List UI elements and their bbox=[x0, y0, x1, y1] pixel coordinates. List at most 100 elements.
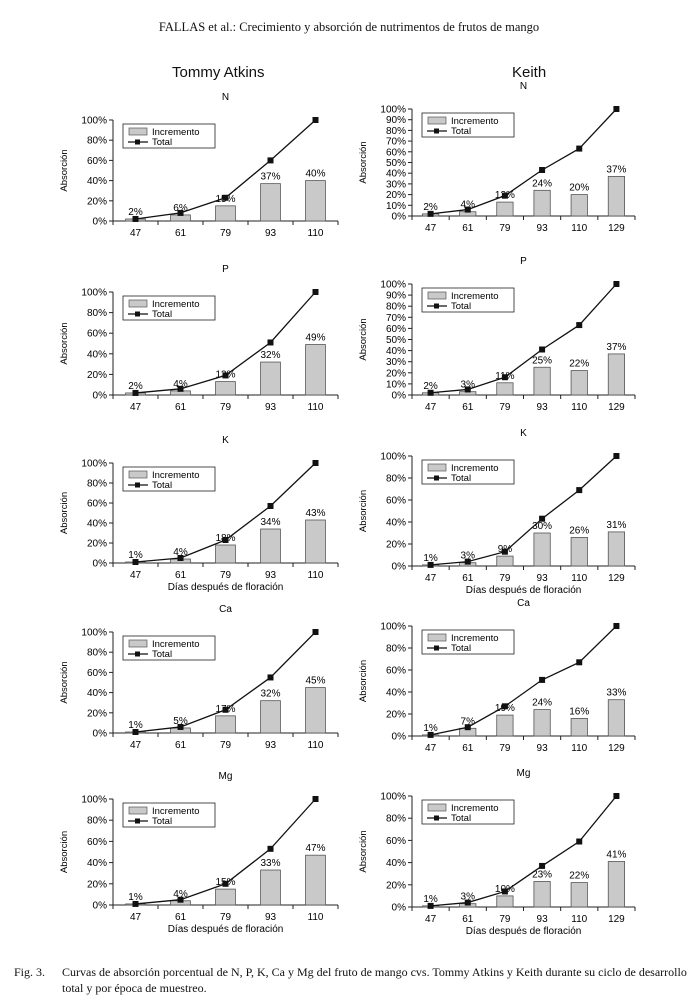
panel-ca-tommy-total-point bbox=[267, 674, 274, 681]
panel-mg-keith-bar-label: 41% bbox=[606, 849, 626, 860]
panel-p-tommy-bar bbox=[260, 361, 281, 396]
panel-mg-keith-ylabel: Absorción bbox=[358, 830, 369, 872]
panel-n-tommy-bar-label: 37% bbox=[260, 172, 280, 183]
panel-ca-keith-ytick-label: 20% bbox=[386, 710, 406, 721]
panel-k-keith-total-point bbox=[539, 515, 546, 522]
panel-k-tommy-bar-label: 43% bbox=[305, 508, 325, 519]
panel-ca-keith-bar-label: 24% bbox=[532, 698, 552, 709]
panel-p-keith-bar-label: 22% bbox=[569, 359, 589, 370]
panel-ca-keith-legend-swatch-incremento bbox=[427, 633, 447, 642]
panel-ca-tommy-bar bbox=[260, 700, 281, 734]
panel-ca-keith-xtick-label: 129 bbox=[608, 743, 625, 754]
panel-p-keith-xtick-label: 79 bbox=[499, 402, 511, 413]
panel-n-keith-xtick-label: 61 bbox=[462, 223, 474, 234]
panel-p-keith-total-line bbox=[430, 283, 617, 394]
panel-mg-keith-xtick-label: 93 bbox=[537, 914, 549, 925]
panel-p-keith-bar bbox=[496, 382, 514, 396]
panel-k-keith-ytick-label: 20% bbox=[386, 540, 406, 551]
panel-mg-keith-ytick-label: 100% bbox=[380, 792, 406, 803]
panel-n-keith-xtick-label: 110 bbox=[571, 223, 587, 234]
panel-k-keith-xtick-label: 110 bbox=[571, 573, 587, 584]
panel-ca-tommy-ylabel: Absorción bbox=[59, 661, 70, 703]
panel-ca-keith-xtick-label: 79 bbox=[499, 743, 511, 754]
panel-p-tommy-ytick-label: 60% bbox=[87, 329, 107, 340]
panel-ca-tommy-bar-label: 1% bbox=[128, 720, 143, 731]
panel-ca-keith-ytick-label: 40% bbox=[386, 688, 406, 699]
panel-n-keith-total-point bbox=[539, 166, 546, 173]
panel-k-keith-bar-label: 30% bbox=[532, 521, 552, 532]
panel-n-keith-total-point bbox=[501, 192, 508, 199]
panel-mg-tommy-legend-marker-total bbox=[135, 818, 140, 824]
panel-n-tommy-xtick-label: 79 bbox=[220, 228, 232, 239]
panel-p-tommy-ylabel: Absorción bbox=[59, 322, 70, 364]
panel-mg-tommy-legend-label-total: Total bbox=[152, 816, 172, 827]
panel-p-tommy-xtick-label: 110 bbox=[308, 402, 324, 413]
panel-k-tommy-bar bbox=[305, 519, 326, 564]
panel-mg-tommy-ylabel: Absorción bbox=[59, 831, 70, 873]
panel-n-tommy-bar bbox=[305, 180, 326, 222]
panel-p-keith-total-point bbox=[427, 389, 434, 396]
panel-n-keith-xtick-label: 47 bbox=[425, 223, 437, 234]
panel-p-keith-total-point bbox=[613, 281, 620, 287]
panel-mg-keith-ytick-label: 40% bbox=[386, 858, 406, 869]
panel-k-keith-legend-label-incremento: Incremento bbox=[451, 463, 499, 474]
panel-k-tommy-ytick-label: 0% bbox=[93, 559, 108, 570]
panel-n-keith-ytick-label: 60% bbox=[386, 147, 406, 158]
panel-k-keith-legend-label-total: Total bbox=[451, 473, 471, 484]
panel-k-tommy-total-point bbox=[132, 559, 139, 565]
panel-k-keith-ylabel: Absorción bbox=[358, 490, 369, 532]
panel-mg-keith-ytick-label: 0% bbox=[392, 903, 407, 914]
panel-ca-keith-ytick-label: 0% bbox=[392, 732, 407, 743]
panel-mg-tommy-xtick-label: 93 bbox=[265, 912, 277, 923]
panel-ca-keith-ytick-label: 80% bbox=[386, 644, 406, 655]
panel-k-tommy-ytick-label: 80% bbox=[87, 479, 107, 490]
panel-k-tommy-xtick-label: 79 bbox=[220, 570, 232, 581]
panel-n-tommy-ytick-label: 0% bbox=[93, 217, 108, 228]
panel-k-keith-total-point bbox=[501, 548, 508, 555]
panel-n-keith-total-point bbox=[464, 206, 471, 213]
panel-p-keith-total-point bbox=[576, 322, 583, 329]
panel-p-keith-total-point bbox=[539, 346, 546, 353]
panel-ca-tommy-total-point bbox=[177, 723, 184, 730]
panel-ca-keith-legend-label-total: Total bbox=[451, 643, 471, 654]
panel-ca-tommy-total-point bbox=[132, 728, 139, 735]
panel-k-tommy-legend-swatch-incremento bbox=[128, 470, 148, 479]
panel-n-tommy-total-point bbox=[177, 209, 184, 216]
panel-p-tommy-xtick-label: 61 bbox=[175, 402, 187, 413]
panel-p-tommy-xtick-label: 93 bbox=[265, 402, 277, 413]
panel-k-keith-bar bbox=[570, 537, 588, 567]
panel-ca-keith-total-line bbox=[430, 625, 617, 736]
panel-k-keith-bar-label: 31% bbox=[606, 520, 626, 531]
panel-n-keith-total-point bbox=[613, 106, 620, 112]
panel-mg-tommy-total-point bbox=[222, 880, 229, 887]
panel-p-tommy-xtick-label: 47 bbox=[130, 402, 142, 413]
panel-p-tommy-ytick-label: 40% bbox=[87, 349, 107, 360]
panel-mg-keith-xtick-label: 79 bbox=[499, 914, 511, 925]
panel-k-keith-xtick-label: 93 bbox=[537, 573, 549, 584]
panel-p-keith-bar bbox=[533, 366, 551, 396]
panel-k-keith-ytick-label: 80% bbox=[386, 474, 406, 485]
panel-k-tommy-ytick-label: 60% bbox=[87, 499, 107, 510]
panel-mg-keith-total-point bbox=[576, 838, 583, 845]
panel-ca-keith-xtick-label: 110 bbox=[571, 743, 587, 754]
panel-k-keith-bar bbox=[496, 555, 514, 567]
panel-n-keith-ytick-label: 50% bbox=[386, 158, 406, 169]
panel-n-keith-bar bbox=[533, 189, 551, 217]
panel-mg-tommy-title: Mg bbox=[219, 771, 233, 782]
panel-mg-tommy-ytick-label: 60% bbox=[87, 837, 107, 848]
panel-mg-tommy-ytick-label: 80% bbox=[87, 816, 107, 827]
panel-mg-keith-bar-label: 3% bbox=[461, 892, 476, 903]
panel-p-keith-bar-label: 3% bbox=[461, 380, 476, 391]
panel-n-keith-bar bbox=[607, 176, 625, 217]
panel-n-keith-ytick-label: 80% bbox=[386, 126, 406, 137]
panel-mg-tommy-bar bbox=[260, 869, 281, 906]
panel-p-keith-xtick-label: 129 bbox=[608, 402, 625, 413]
panel-k-tommy-legend-marker-total bbox=[135, 482, 140, 488]
panel-p-keith-ytick-label: 60% bbox=[386, 324, 406, 335]
panel-k-keith-xtick-label: 129 bbox=[608, 573, 625, 584]
panel-n-keith-ytick-label: 90% bbox=[386, 115, 406, 126]
panel-ca-keith-bar bbox=[533, 709, 551, 737]
panel-ca-keith-bar-label: 1% bbox=[423, 723, 438, 734]
panel-p-keith-ytick-label: 10% bbox=[386, 379, 406, 390]
panel-n-tommy-xtick-label: 47 bbox=[130, 228, 142, 239]
